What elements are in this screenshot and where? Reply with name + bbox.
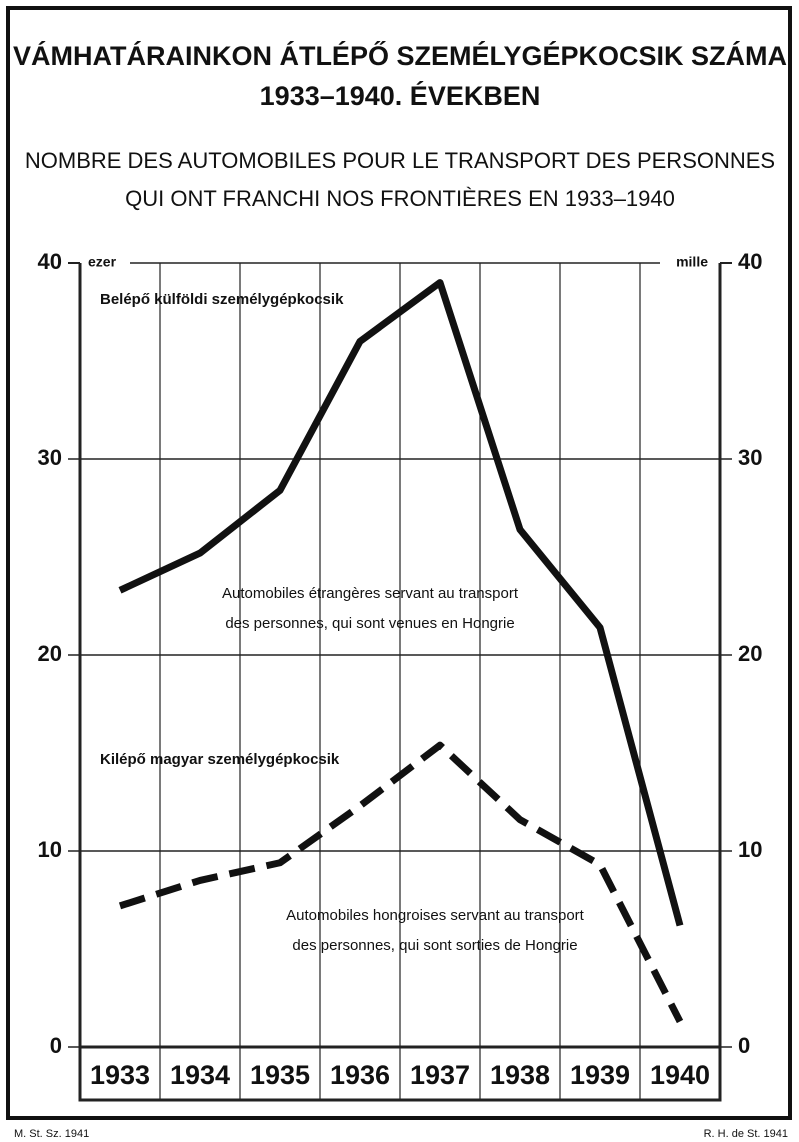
y2-tick-label: 10	[738, 837, 762, 862]
y-tick-label: 0	[50, 1033, 62, 1058]
x-tick-label: 1940	[650, 1060, 710, 1090]
y2-tick-label: 40	[738, 249, 762, 274]
y-tick-label: 10	[38, 837, 62, 862]
footer: M. St. Sz. 1941	[14, 1128, 89, 1140]
y2-tick-label: 20	[738, 641, 762, 666]
annotation: des personnes, qui sont sorties de Hongr…	[292, 937, 577, 954]
chart-title: VÁMHATÁRAINKON ÁTLÉPŐ SZEMÉLYGÉPKOCSIK S…	[13, 40, 787, 71]
annotation: Automobiles hongroises servant au transp…	[286, 907, 584, 924]
series-line	[118, 279, 684, 927]
unit-label: ezer	[88, 254, 117, 270]
y2-tick-label: 30	[738, 445, 762, 470]
y-tick-label: 40	[38, 249, 62, 274]
series-line	[118, 741, 684, 1024]
x-tick-label: 1938	[490, 1060, 550, 1090]
subtitle: QUI ONT FRANCHI NOS FRONTIÈRES EN 1933–1…	[125, 186, 675, 211]
x-tick-label: 1934	[170, 1060, 230, 1090]
y-tick-label: 30	[38, 445, 62, 470]
annotation: des personnes, qui sont venues en Hongri…	[225, 615, 514, 632]
x-tick-label: 1935	[250, 1060, 310, 1090]
frame	[6, 6, 792, 1120]
series-label: Belépő külföldi személygépkocsik	[100, 291, 344, 308]
x-tick-label: 1933	[90, 1060, 150, 1090]
x-tick-label: 1939	[570, 1060, 630, 1090]
series-label: Kilépő magyar személygépkocsik	[100, 751, 340, 768]
y-tick-label: 20	[38, 641, 62, 666]
chart-title: 1933–1940. ÉVEKBEN	[260, 80, 541, 111]
x-tick-label: 1936	[330, 1060, 390, 1090]
subtitle: NOMBRE DES AUTOMOBILES POUR LE TRANSPORT…	[25, 148, 775, 173]
category-box	[78, 1045, 722, 1102]
x-tick-label: 1937	[410, 1060, 470, 1090]
annotation: Automobiles étrangères servant au transp…	[222, 585, 519, 602]
y2-tick-label: 0	[738, 1033, 750, 1058]
unit-label: mille	[676, 254, 708, 270]
footer: R. H. de St. 1941	[704, 1128, 788, 1140]
